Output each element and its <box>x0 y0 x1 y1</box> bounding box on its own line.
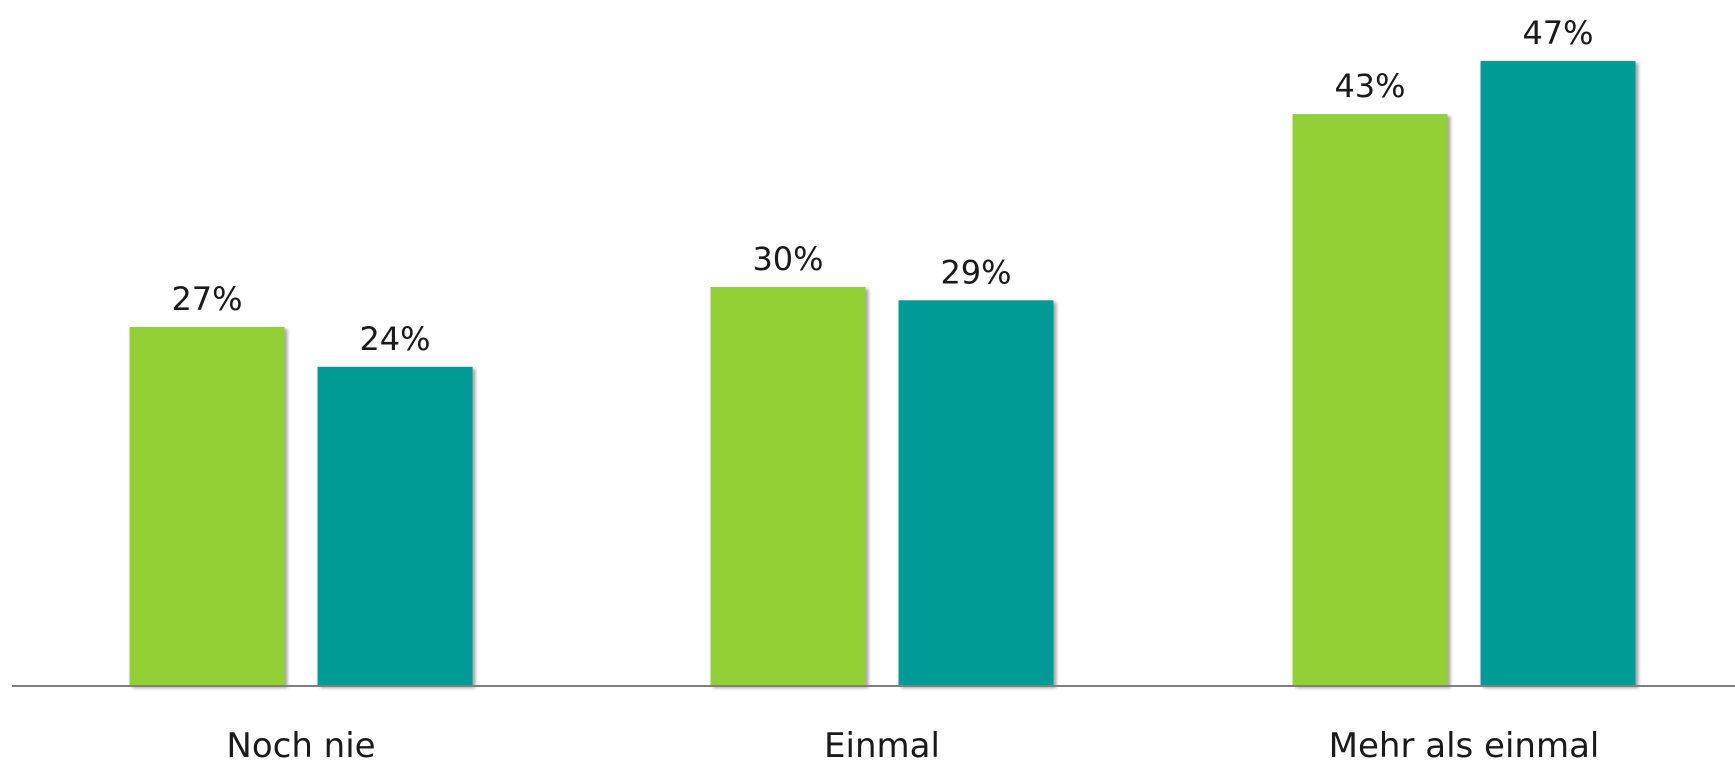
bar-series-1-mehr-als-einmal <box>1292 114 1448 687</box>
category-labels-layer: Noch nie Einmal Mehr als einmal <box>226 726 1599 762</box>
value-label: 24% <box>359 320 430 358</box>
bars-layer <box>129 60 1636 687</box>
value-label: 47% <box>1522 14 1593 52</box>
bar-series-1-noch-nie <box>129 326 285 686</box>
bar-series-1-einmal <box>710 287 866 686</box>
bar-series-2-mehr-als-einmal <box>1480 60 1636 686</box>
value-label: 43% <box>1334 67 1405 105</box>
category-label: Einmal <box>824 726 940 762</box>
value-label: 30% <box>752 240 823 278</box>
category-label: Noch nie <box>226 726 375 762</box>
bar-series-2-noch-nie <box>317 366 473 686</box>
value-label: 27% <box>171 280 242 318</box>
bar-series-2-einmal <box>898 300 1054 686</box>
category-label: Mehr als einmal <box>1329 726 1600 762</box>
value-labels-layer: 27% 24% 30% 29% 43% 47% <box>171 14 1593 358</box>
value-label: 29% <box>940 253 1011 291</box>
